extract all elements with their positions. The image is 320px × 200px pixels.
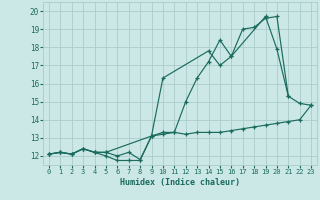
X-axis label: Humidex (Indice chaleur): Humidex (Indice chaleur) [120,178,240,187]
